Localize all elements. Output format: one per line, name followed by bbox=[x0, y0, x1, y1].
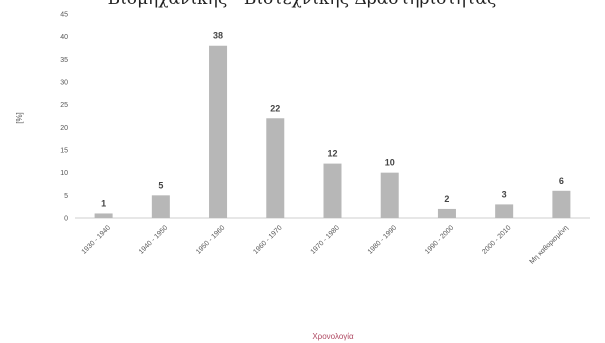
y-tick-labels: 0 5 10 15 20 25 30 35 40 45 bbox=[60, 12, 68, 223]
data-label: 38 bbox=[213, 31, 223, 41]
data-label: 12 bbox=[327, 149, 337, 159]
data-label: 3 bbox=[502, 189, 507, 199]
x-tick-label: 1990 - 2000 bbox=[424, 224, 455, 255]
y-axis-label: [%] bbox=[15, 112, 24, 124]
bar bbox=[151, 195, 170, 218]
data-label: 5 bbox=[158, 180, 163, 190]
y-tick-label: 30 bbox=[60, 80, 68, 87]
x-tick-label: 1940 - 1950 bbox=[138, 224, 169, 255]
bar bbox=[380, 172, 399, 218]
x-tick-label: 1950 - 1960 bbox=[195, 224, 226, 255]
bar bbox=[209, 45, 228, 218]
bar bbox=[495, 204, 514, 218]
data-labels: 1 5 38 22 12 10 2 3 6 bbox=[101, 31, 564, 209]
data-label: 22 bbox=[270, 103, 280, 113]
y-tick-label: 0 bbox=[64, 216, 68, 223]
x-tick-label: 2000 - 2010 bbox=[481, 224, 512, 255]
y-tick-label: 5 bbox=[64, 193, 68, 200]
bar bbox=[323, 163, 342, 218]
data-label: 1 bbox=[101, 198, 106, 208]
y-tick-label: 45 bbox=[60, 12, 68, 19]
data-label: 2 bbox=[444, 194, 449, 204]
x-axis-label: Χρονολογία bbox=[312, 332, 354, 341]
chart-title: Βιομηχανικής - Βιοτεχνικής Δραστηριότητα… bbox=[108, 0, 497, 9]
data-label: 10 bbox=[385, 158, 395, 168]
data-label: 6 bbox=[559, 176, 564, 186]
y-tick-label: 40 bbox=[60, 34, 68, 41]
x-tick-label: Μη καθορισμένη bbox=[528, 224, 570, 266]
bar bbox=[266, 118, 285, 218]
bars bbox=[94, 45, 571, 218]
x-tick-label: 1980 - 1990 bbox=[367, 224, 398, 255]
y-tick-label: 10 bbox=[60, 170, 68, 177]
x-tick-labels: 1930 - 1940 1940 - 1950 1950 - 1960 1960 - … bbox=[81, 224, 570, 266]
x-tick-label: 1930 - 1940 bbox=[81, 224, 112, 255]
y-tick-label: 25 bbox=[60, 102, 68, 109]
bar bbox=[552, 190, 571, 218]
bar bbox=[437, 208, 456, 218]
x-tick-label: 1960 - 1970 bbox=[252, 224, 283, 255]
x-tick-label: 1970 - 1980 bbox=[310, 224, 341, 255]
y-tick-label: 20 bbox=[60, 125, 68, 132]
bar bbox=[94, 213, 113, 218]
y-tick-label: 15 bbox=[60, 148, 68, 155]
y-tick-label: 35 bbox=[60, 57, 68, 64]
